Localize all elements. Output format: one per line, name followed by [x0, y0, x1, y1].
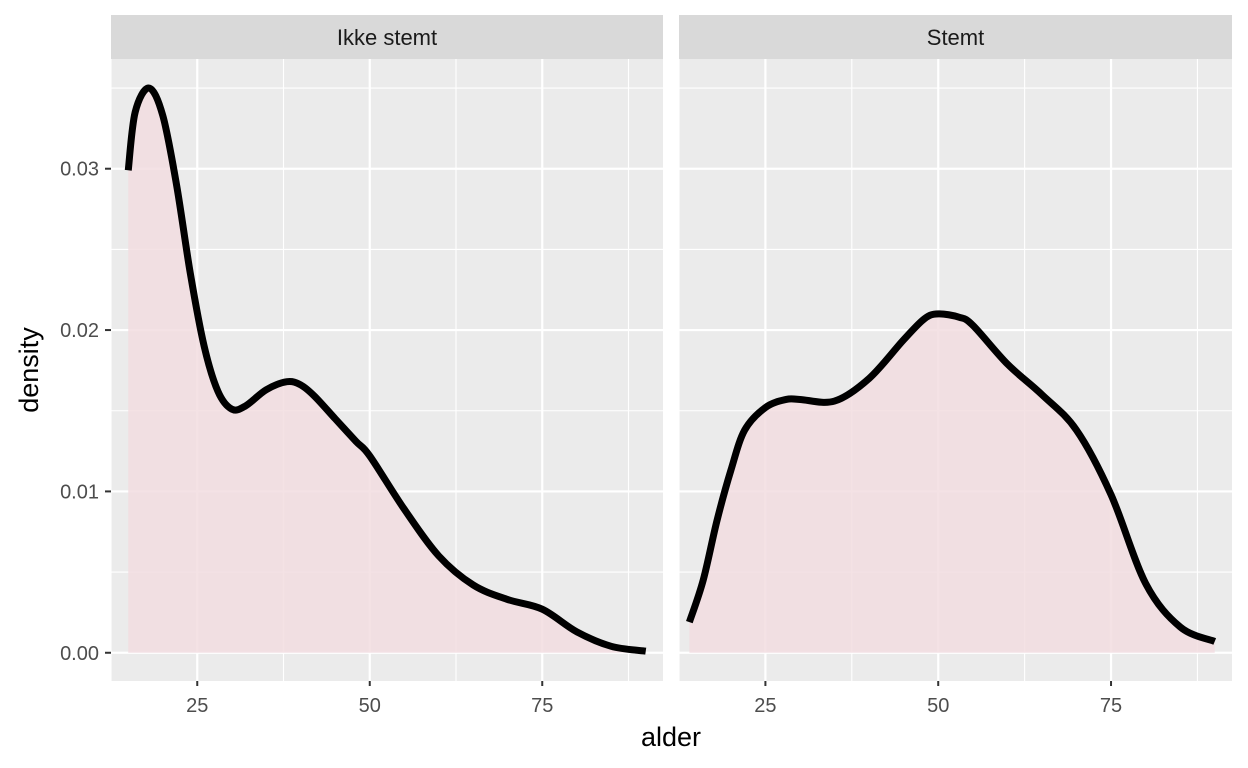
x-tick-label: 75	[1100, 695, 1122, 717]
facet-strip-label: Stemt	[927, 25, 984, 50]
y-tick-label: 0.00	[60, 643, 99, 665]
y-axis: 0.00 0.01 0.02 0.03	[60, 159, 111, 665]
x-tick-label: 75	[531, 695, 553, 717]
x-tick-label: 25	[754, 695, 776, 717]
facet-panel-ikke-stemt: Ikke stemt 25 50 75	[110, 15, 663, 717]
y-tick-label: 0.01	[60, 481, 99, 503]
facet-strip-label: Ikke stemt	[337, 25, 437, 50]
density-line-stemt	[686, 310, 1217, 645]
facet-strip	[679, 15, 1232, 59]
y-tick-label: 0.02	[60, 320, 99, 342]
x-axis-title: alder	[641, 722, 701, 752]
facet-panel-stemt: Stemt 25 50 75	[678, 15, 1232, 717]
facet-strip	[111, 15, 663, 59]
density-area-ikke-stemt	[128, 88, 646, 653]
x-tick-label: 50	[927, 695, 949, 717]
x-tick-label: 25	[186, 695, 208, 717]
y-axis-title: density	[14, 327, 44, 413]
y-tick-label: 0.03	[60, 159, 99, 181]
density-line-ikke-stemt	[124, 84, 647, 655]
density-area-stemt	[689, 313, 1215, 653]
x-tick-label: 50	[359, 695, 381, 717]
